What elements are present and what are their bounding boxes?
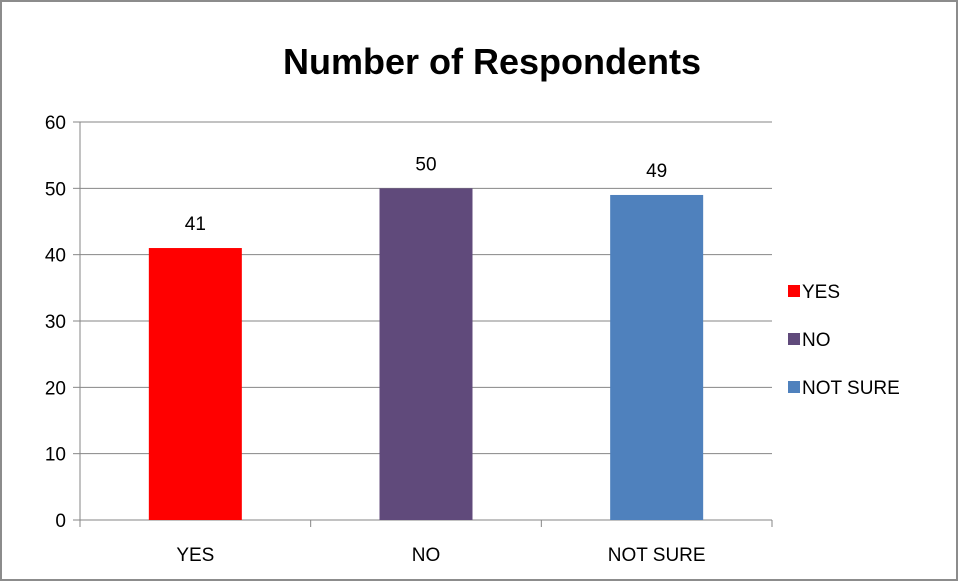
legend-label: YES	[802, 282, 840, 303]
bar-no	[379, 188, 473, 521]
bar-not-sure	[610, 194, 704, 520]
y-tick-label: 20	[45, 378, 66, 399]
x-tick-label: NOT SURE	[608, 545, 706, 566]
y-tick-label: 50	[45, 179, 66, 200]
data-label: 50	[415, 154, 436, 175]
y-tick-label: 0	[55, 511, 66, 532]
data-labels: 41 50 49	[185, 154, 667, 235]
y-tick-label: 10	[45, 445, 66, 466]
legend-label: NO	[802, 330, 831, 351]
y-tick-label: 40	[45, 246, 66, 267]
data-label: 41	[185, 214, 206, 235]
x-tick-label: YES	[176, 545, 214, 566]
legend-label: NOT SURE	[802, 378, 900, 399]
legend: YES NO NOT SURE	[788, 282, 900, 399]
y-tick-label: 30	[45, 312, 66, 333]
bars	[148, 188, 704, 521]
x-tick-label: NO	[412, 545, 441, 566]
data-label: 49	[646, 161, 667, 182]
bar-yes	[148, 248, 242, 521]
legend-swatch	[788, 333, 800, 345]
legend-swatch	[788, 381, 800, 393]
chart-title: Number of Respondents	[283, 41, 701, 82]
legend-swatch	[788, 285, 800, 297]
y-tick-label: 60	[45, 113, 66, 134]
